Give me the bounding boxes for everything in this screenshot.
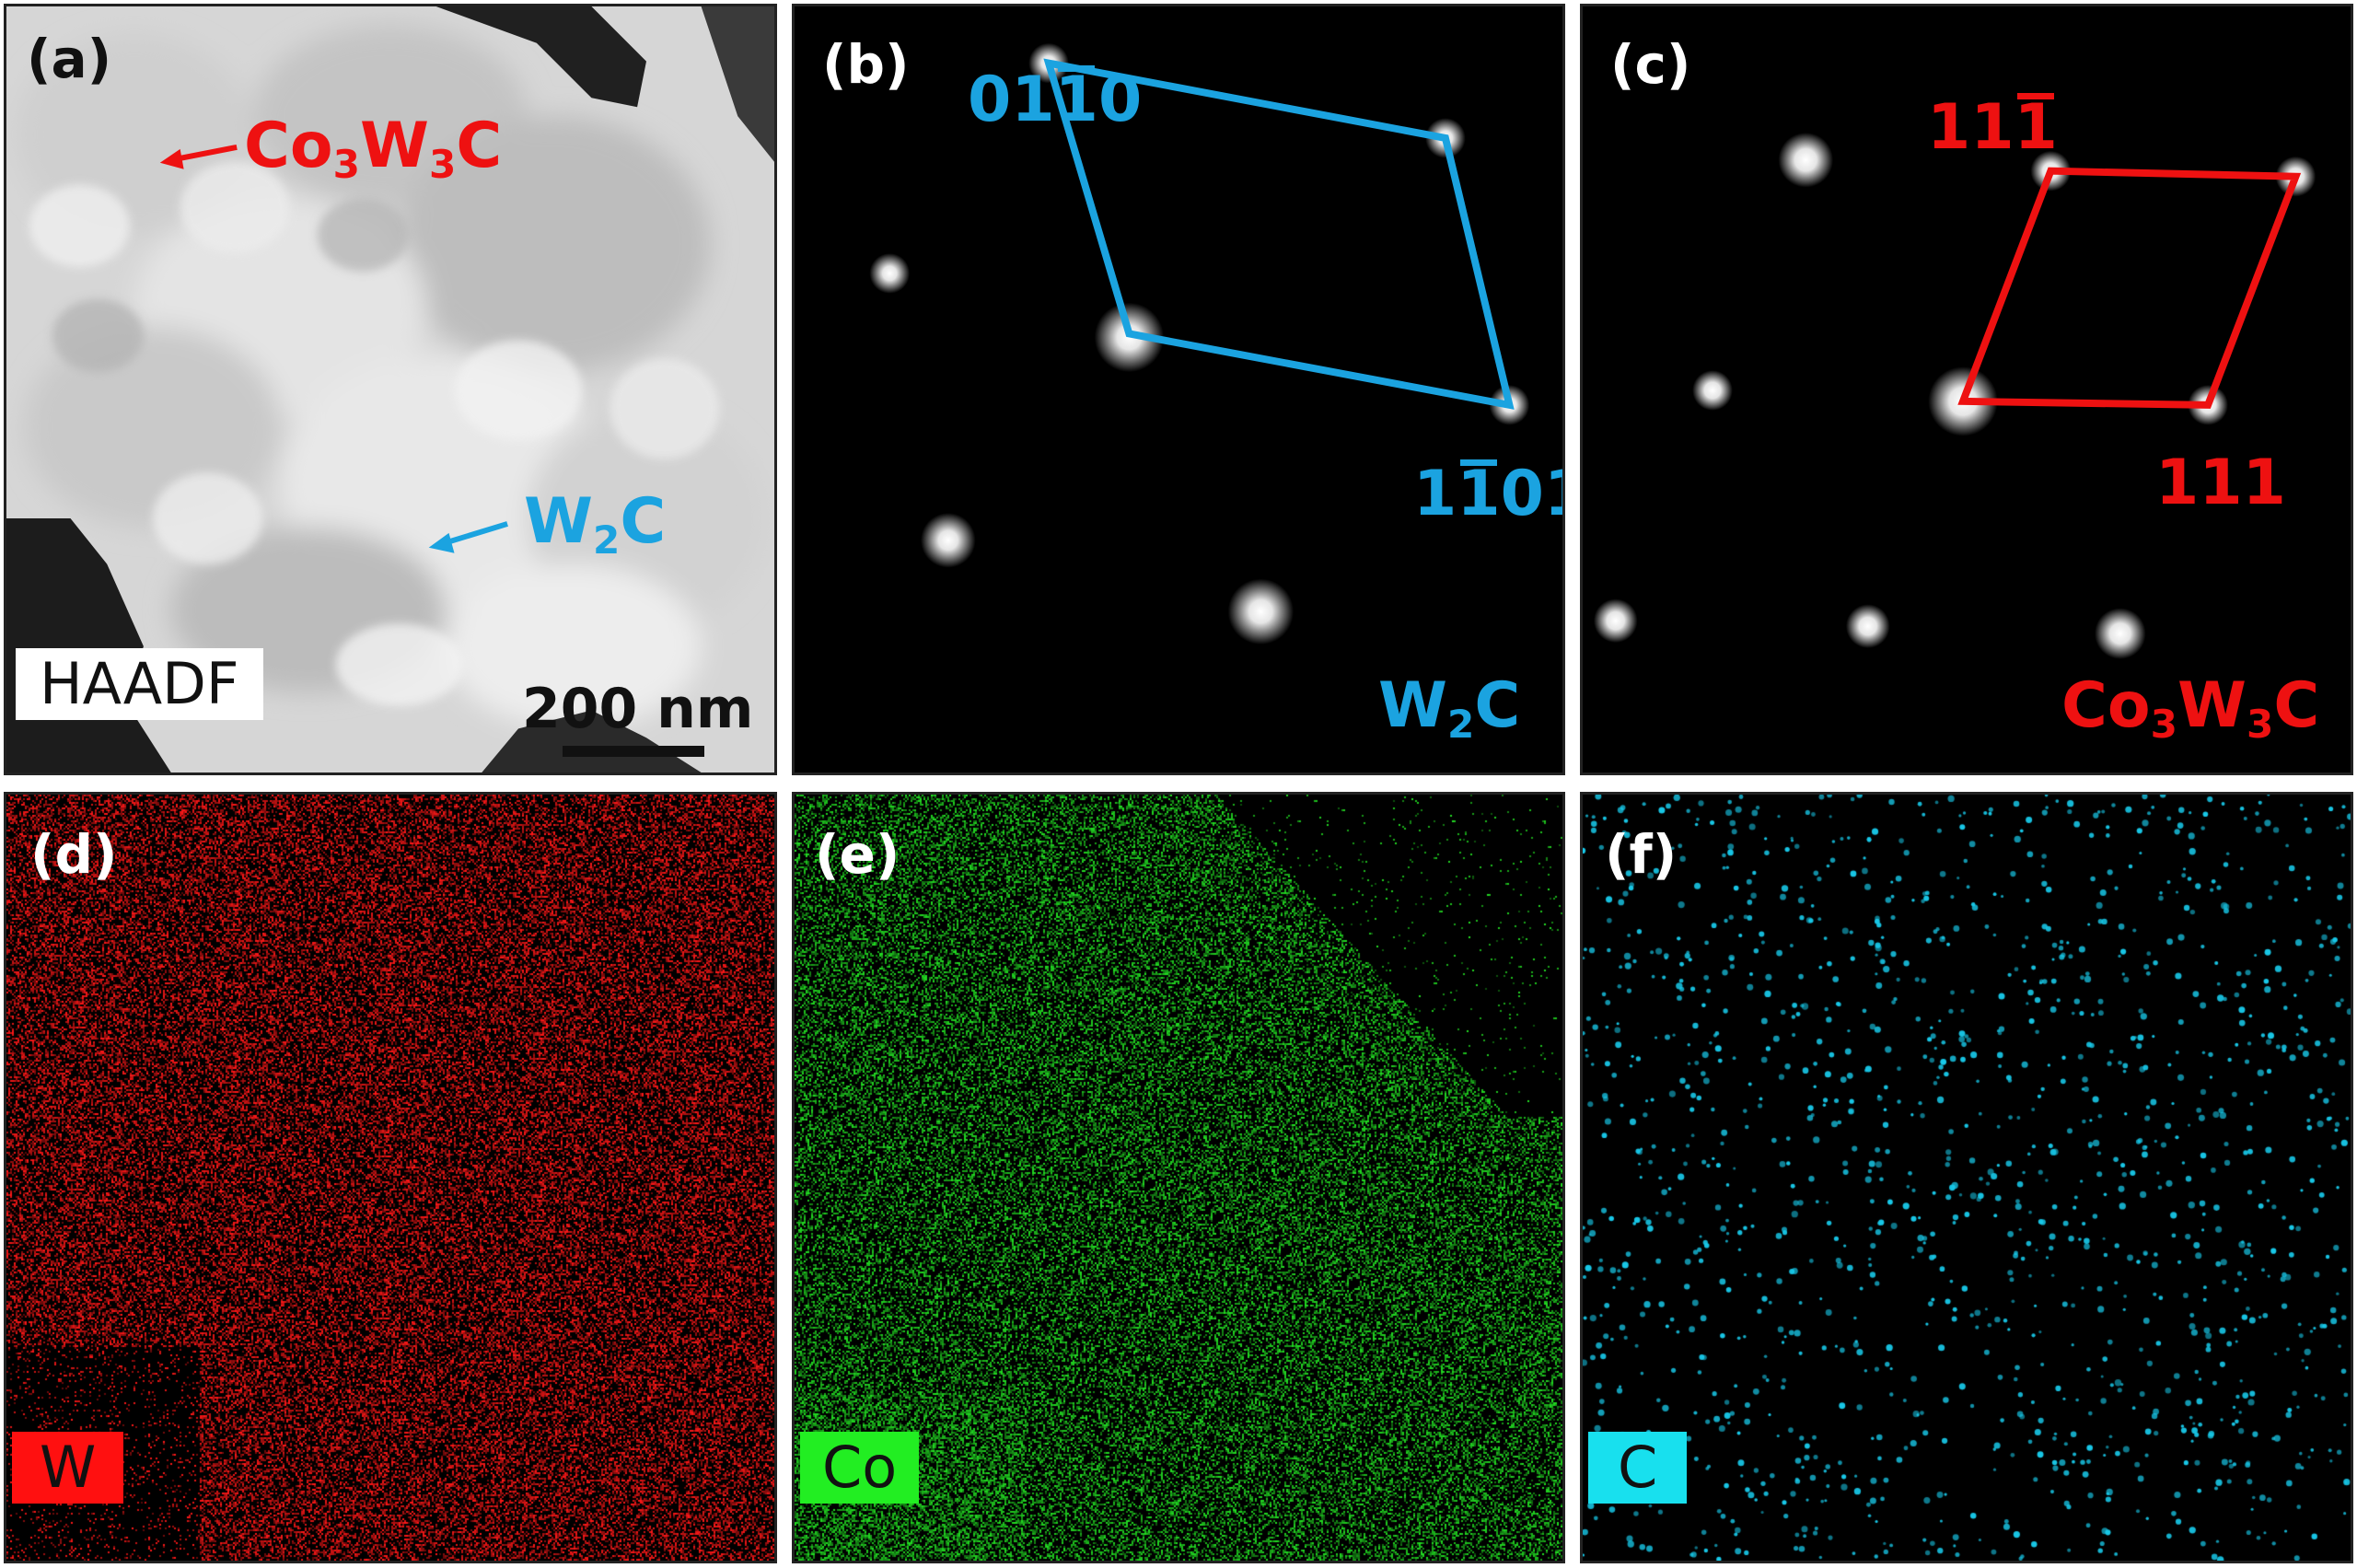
co3w3c-index-bottom: 111 [2155,447,2286,519]
panel-f-label: (f) [1605,823,1678,886]
w2c-arrow-label: W2C [524,485,667,563]
panel-a-label: (a) [27,28,112,90]
panel-f-c-map: (f) C [1580,792,2353,1563]
panel-e-co-map: (e) Co [792,792,1565,1563]
haadf-micrograph [6,6,774,772]
co3w3c-index-top: 111 [1927,91,2058,164]
panel-d-label: (d) [30,823,118,886]
w2c-phase-label: W2C [1378,669,1521,747]
c-map-tag: C [1588,1432,1688,1504]
co-map-tag: Co [800,1432,920,1504]
w2c-diffraction-pattern [869,42,1530,645]
panel-c-label: (c) [1610,33,1691,96]
w-elemental-map [6,795,774,1561]
co3w3c-arrow-label: Co3W3C [244,110,503,187]
co3w3c-phase-label: Co3W3C [2061,669,2320,747]
co3w3c-diffraction-pattern [1593,133,2316,659]
haadf-mode-tag: HAADF [16,648,263,720]
arrow-overlay-a [159,144,508,553]
scale-bar [563,746,704,757]
panel-a-haadf-image: (a) Co3W3C W2C HAADF 200 nm [4,4,777,775]
c-elemental-map [1583,795,2351,1561]
scale-bar-label: 200 nm [522,677,754,741]
panel-e-label: (e) [815,823,900,886]
w2c-index-top: 0110 [968,64,1143,136]
panel-d-w-map: (d) W [4,792,777,1563]
w-map-tag: W [12,1432,124,1504]
co-elemental-map [795,795,1562,1561]
panel-b-label: (b) [822,33,910,96]
panel-c-co3w3c-diffraction: (c) 111 111 Co3W3C [1580,4,2353,775]
